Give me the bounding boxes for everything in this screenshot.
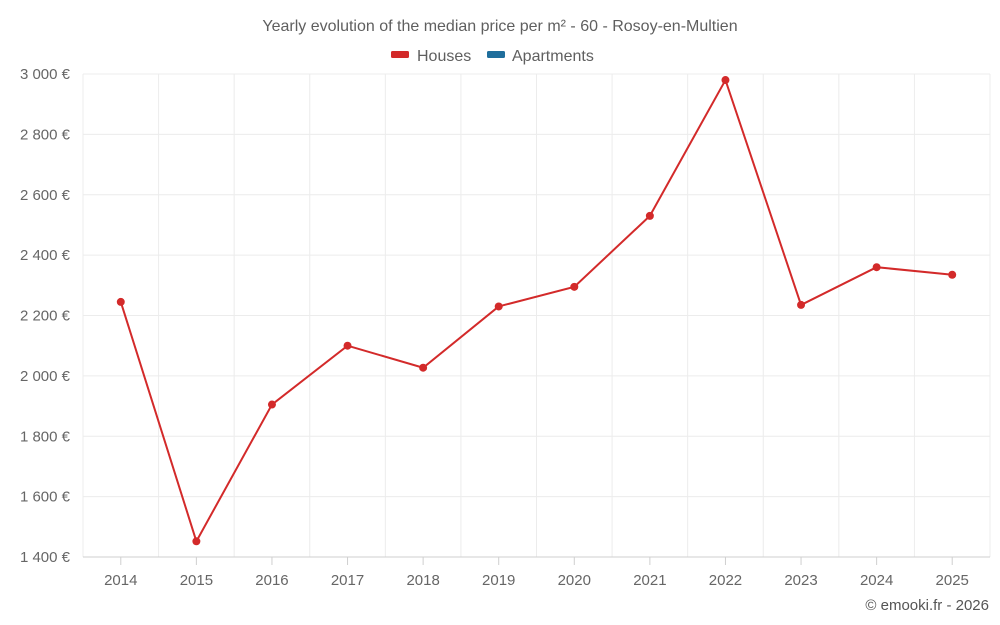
data-point-houses[interactable] bbox=[116, 297, 125, 306]
y-tick-label: 1 600 € bbox=[20, 489, 71, 506]
legend-item-houses[interactable]: Houses bbox=[391, 48, 471, 65]
x-tick-label: 2017 bbox=[331, 572, 364, 589]
x-tick-label: 2015 bbox=[180, 572, 213, 589]
data-point-houses[interactable] bbox=[494, 302, 503, 311]
data-point-houses[interactable] bbox=[192, 537, 201, 546]
data-point-houses[interactable] bbox=[797, 300, 806, 309]
x-tick-label: 2016 bbox=[255, 572, 288, 589]
data-point-houses[interactable] bbox=[570, 282, 579, 291]
legend-swatch-apartments bbox=[487, 51, 505, 58]
x-tick-label: 2018 bbox=[406, 572, 439, 589]
x-tick-label: 2023 bbox=[784, 572, 817, 589]
y-tick-label: 3 000 € bbox=[20, 66, 71, 83]
x-tick-label: 2014 bbox=[104, 572, 137, 589]
series-houses bbox=[116, 76, 957, 546]
legend-swatch-houses bbox=[391, 51, 409, 58]
grid bbox=[82, 73, 991, 557]
data-point-houses[interactable] bbox=[267, 400, 276, 409]
data-point-houses[interactable] bbox=[645, 211, 654, 220]
chart-title: Yearly evolution of the median price per… bbox=[262, 18, 737, 35]
axes: 1 400 € 1 600 € 1 800 € 2 000 € 2 200 € 2 400… bbox=[20, 66, 990, 589]
legend-label-houses: Houses bbox=[417, 48, 471, 65]
x-tick-label: 2019 bbox=[482, 572, 515, 589]
data-point-houses[interactable] bbox=[948, 270, 957, 279]
legend: Houses Apartments bbox=[391, 48, 594, 65]
y-tick-label: 1 800 € bbox=[20, 428, 71, 445]
y-tick-label: 2 600 € bbox=[20, 187, 71, 204]
x-tick-label: 2021 bbox=[633, 572, 666, 589]
x-tick-label: 2025 bbox=[936, 572, 969, 589]
y-tick-label: 1 400 € bbox=[20, 549, 71, 566]
y-tick-label: 2 400 € bbox=[20, 247, 71, 264]
x-tick-label: 2024 bbox=[860, 572, 893, 589]
y-tick-label: 2 800 € bbox=[20, 126, 71, 143]
y-tick-label: 2 200 € bbox=[20, 308, 71, 325]
legend-label-apartments: Apartments bbox=[512, 48, 594, 65]
x-tick-label: 2020 bbox=[558, 572, 591, 589]
x-tick-label: 2022 bbox=[709, 572, 742, 589]
y-tick-label: 2 000 € bbox=[20, 368, 71, 385]
series-line-houses bbox=[119, 77, 953, 544]
credit-text: © emooki.fr - 2026 bbox=[865, 597, 989, 614]
data-point-houses[interactable] bbox=[721, 76, 730, 85]
legend-item-apartments[interactable]: Apartments bbox=[487, 48, 594, 65]
data-point-houses[interactable] bbox=[419, 363, 428, 372]
data-point-houses[interactable] bbox=[343, 341, 352, 350]
data-point-houses[interactable] bbox=[872, 263, 881, 272]
